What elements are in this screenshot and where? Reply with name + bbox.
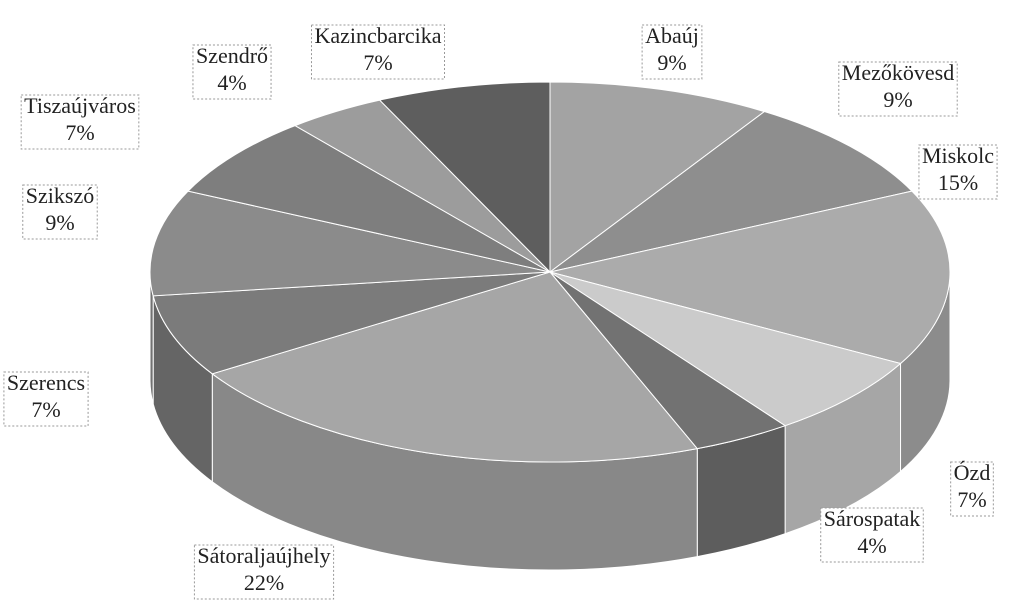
label-name: Miskolc [922,143,994,168]
label-box [310,24,446,80]
label-name: Mezőkövesd [842,60,954,85]
label-box [918,144,998,200]
label-name: Szendrő [196,43,268,68]
label-value: 9% [883,87,912,112]
label-box [193,544,335,600]
pie-slice [187,125,551,273]
label-name: Tiszaújváros [24,93,136,118]
label-value: 9% [45,210,74,235]
label-value: 4% [217,70,246,95]
label-value: 7% [957,487,986,512]
label-box [820,507,924,563]
label-box [22,184,98,240]
label-name: Szikszó [26,183,94,208]
label-name: Ózd [954,460,991,485]
pie-slice [211,271,699,463]
pie-slice [378,81,551,274]
pie-slice [549,81,766,273]
label-value: 4% [857,533,886,558]
label-value: 7% [363,50,392,75]
label-box [3,371,89,427]
label-name: Abaúj [645,23,699,48]
label-value: 7% [65,120,94,145]
label-box [838,61,958,117]
label-value: 9% [657,50,686,75]
label-name: Sátoraljaújhely [197,543,330,568]
pie-slice [549,271,902,427]
pie-slice [549,111,913,273]
label-name: Sárospatak [824,506,921,531]
label-value: 7% [31,397,60,422]
label-name: Szerencs [7,370,85,395]
pie-slice [549,190,951,365]
pie-slice [152,271,551,375]
label-box [950,461,994,517]
label-box [192,44,272,100]
label-name: Kazincbarcika [314,23,441,48]
label-box [20,94,140,150]
pie-slice [149,190,551,297]
label-value: 15% [938,170,978,195]
label-box [641,24,703,80]
label-value: 22% [244,570,284,595]
